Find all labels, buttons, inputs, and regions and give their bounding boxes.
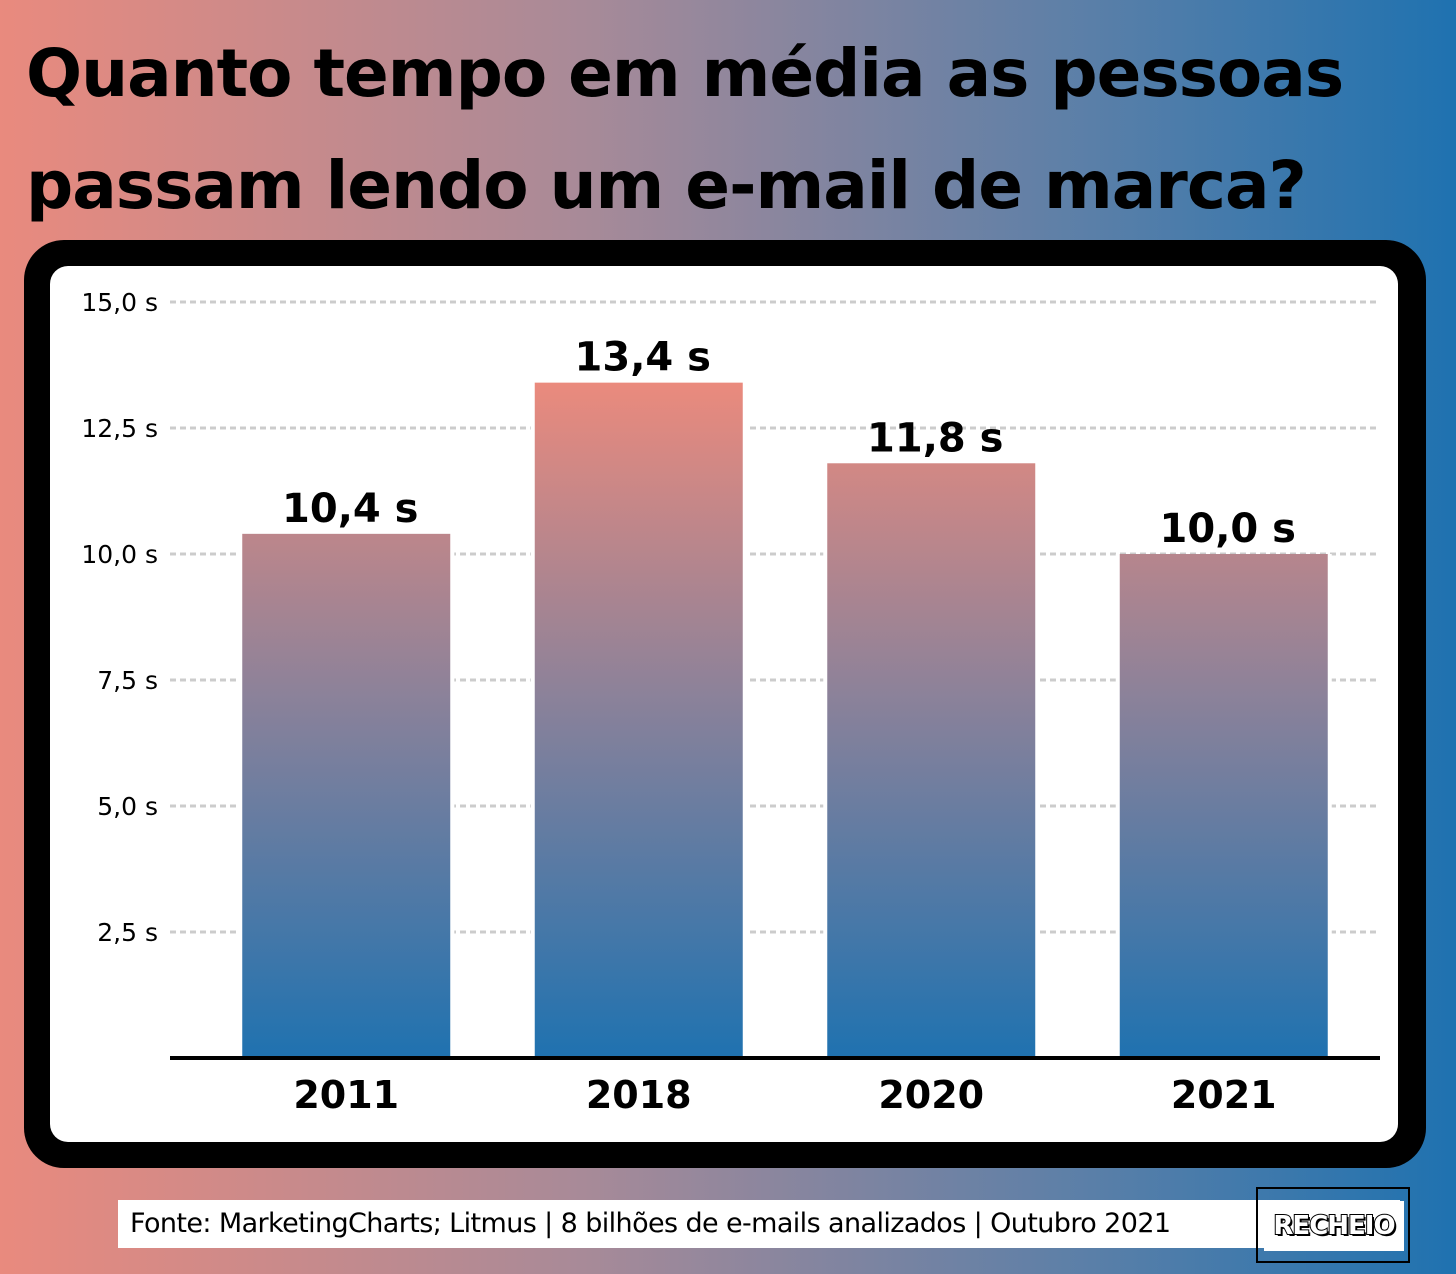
x-tick-label: 2011 bbox=[293, 1073, 399, 1117]
y-tick-label: 15,0 s bbox=[81, 288, 158, 317]
brand-logo-text: RECHEIO bbox=[1272, 1210, 1396, 1242]
bar bbox=[242, 533, 451, 1058]
y-tick-label: 5,0 s bbox=[97, 792, 158, 821]
x-tick-label: 2021 bbox=[1171, 1073, 1277, 1117]
page-title: Quanto tempo em média as pessoas passam … bbox=[26, 18, 1426, 242]
y-tick-label: 12,5 s bbox=[81, 414, 158, 443]
bar-value-label: 13,4 s bbox=[575, 335, 711, 381]
bar-value-label: 10,0 s bbox=[1160, 506, 1296, 552]
bar-value-labels: 10,4 s 13,4 s 11,8 s 10,0 s bbox=[282, 335, 1296, 552]
brand-logo: RECHEIO bbox=[1264, 1201, 1404, 1251]
bar-value-label: 11,8 s bbox=[867, 415, 1003, 461]
bars bbox=[238, 382, 1332, 1058]
x-axis-ticks: 2011 2018 2020 2021 bbox=[293, 1073, 1276, 1117]
y-tick-label: 7,5 s bbox=[97, 666, 158, 695]
y-tick-label: 10,0 s bbox=[81, 540, 158, 569]
footer-bar: Fonte: MarketingCharts; Litmus | 8 bilhõ… bbox=[118, 1200, 1400, 1248]
y-axis-ticks: 2,5 s 5,0 s 7,5 s 10,0 s 12,5 s 15,0 s bbox=[81, 288, 158, 947]
brand-logo-frame: RECHEIO bbox=[1256, 1187, 1410, 1263]
title-line-1: Quanto tempo em média as pessoas bbox=[26, 35, 1344, 112]
bar bbox=[827, 463, 1036, 1058]
bar-value-label: 10,4 s bbox=[282, 486, 418, 532]
y-tick-label: 2,5 s bbox=[97, 918, 158, 947]
x-tick-label: 2018 bbox=[586, 1073, 692, 1117]
title-line-2: passam lendo um e-mail de marca? bbox=[26, 147, 1307, 224]
bar bbox=[534, 382, 743, 1058]
x-tick-label: 2020 bbox=[878, 1073, 984, 1117]
bar bbox=[1119, 554, 1328, 1058]
source-note: Fonte: MarketingCharts; Litmus | 8 bilhõ… bbox=[130, 1208, 1171, 1239]
bar-chart: 2,5 s 5,0 s 7,5 s 10,0 s 12,5 s 15,0 s 10,4 s… bbox=[81, 288, 1380, 1117]
chart-panel: 2,5 s 5,0 s 7,5 s 10,0 s 12,5 s 15,0 s 10,4 s… bbox=[50, 266, 1398, 1142]
